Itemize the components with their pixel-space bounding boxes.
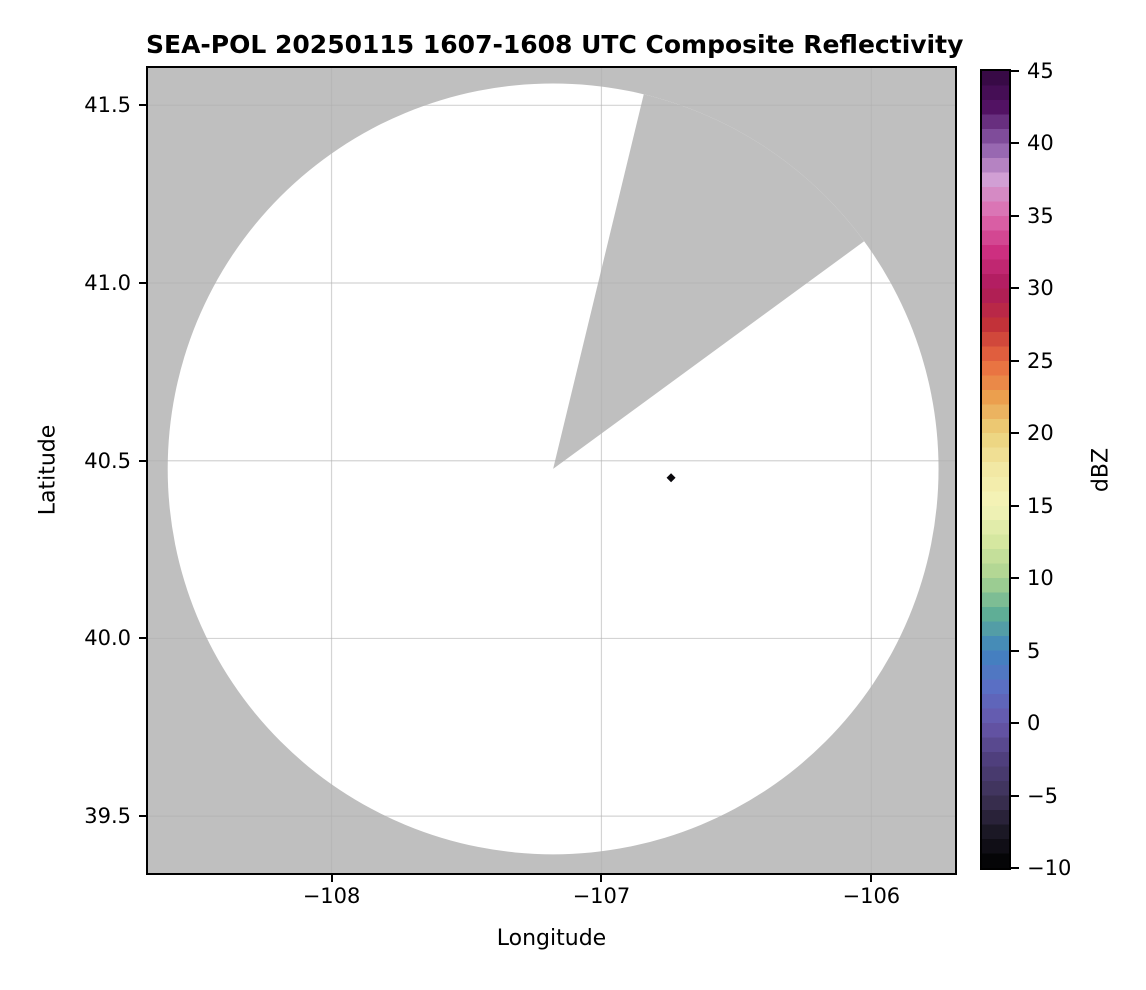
chart-title: SEA-POL 20250115 1607-1608 UTC Composite…	[146, 30, 964, 59]
y-tick-label: 39.5	[84, 804, 131, 829]
radar-map-canvas	[148, 68, 955, 873]
y-tick-label: 40.0	[84, 626, 131, 651]
x-tick-label: −107	[572, 884, 631, 908]
x-tick-mark	[330, 875, 333, 882]
colorbar-tick-label: −5	[1027, 783, 1058, 808]
colorbar-tick-label: 15	[1027, 493, 1054, 518]
colorbar-label: dBZ	[1088, 447, 1114, 493]
colorbar	[980, 69, 1011, 870]
x-tick-mark	[870, 875, 873, 882]
y-tick-mark	[139, 459, 146, 462]
colorbar-tick-mark	[1011, 359, 1019, 362]
colorbar-tick-mark	[1011, 794, 1019, 797]
colorbar-tick-mark	[1011, 867, 1019, 869]
missing-data-sector	[553, 83, 929, 469]
x-tick-mark	[600, 875, 603, 882]
colorbar-tick-mark	[1011, 504, 1019, 507]
x-tick-label: −108	[302, 884, 361, 908]
colorbar-tick-mark	[1011, 432, 1019, 435]
colorbar-tick-label: 10	[1027, 566, 1054, 591]
colorbar-tick-mark	[1011, 214, 1019, 217]
colorbar-tick-label: 35	[1027, 203, 1054, 228]
y-tick-mark	[139, 282, 146, 285]
y-tick-mark	[139, 104, 146, 107]
reflectivity-point	[666, 473, 676, 483]
colorbar-tick-label: 40	[1027, 131, 1054, 156]
colorbar-tick-mark	[1011, 70, 1019, 72]
colorbar-tick-label: 20	[1027, 421, 1054, 446]
x-tick-label: −106	[842, 884, 901, 908]
y-tick-label: 41.0	[84, 271, 131, 296]
map-plot-area	[146, 66, 957, 875]
colorbar-tick-label: 0	[1027, 711, 1041, 736]
y-tick-mark	[139, 637, 146, 640]
colorbar-tick-mark	[1011, 142, 1019, 145]
colorbar-tick-label: 5	[1027, 638, 1041, 663]
colorbar-tick-mark	[1011, 287, 1019, 290]
colorbar-tick-mark	[1011, 577, 1019, 580]
y-tick-label: 41.5	[84, 93, 131, 118]
y-tick-label: 40.5	[84, 448, 131, 473]
colorbar-tick-label: 30	[1027, 276, 1054, 301]
colorbar-tick-label: 25	[1027, 348, 1054, 373]
colorbar-tick-label: 45	[1027, 59, 1054, 83]
colorbar-tick-mark	[1011, 722, 1019, 725]
colorbar-tick-label: −10	[1027, 856, 1072, 880]
x-axis-label: Longitude	[496, 926, 607, 951]
colorbar-tick-mark	[1011, 649, 1019, 652]
y-tick-mark	[139, 815, 146, 818]
